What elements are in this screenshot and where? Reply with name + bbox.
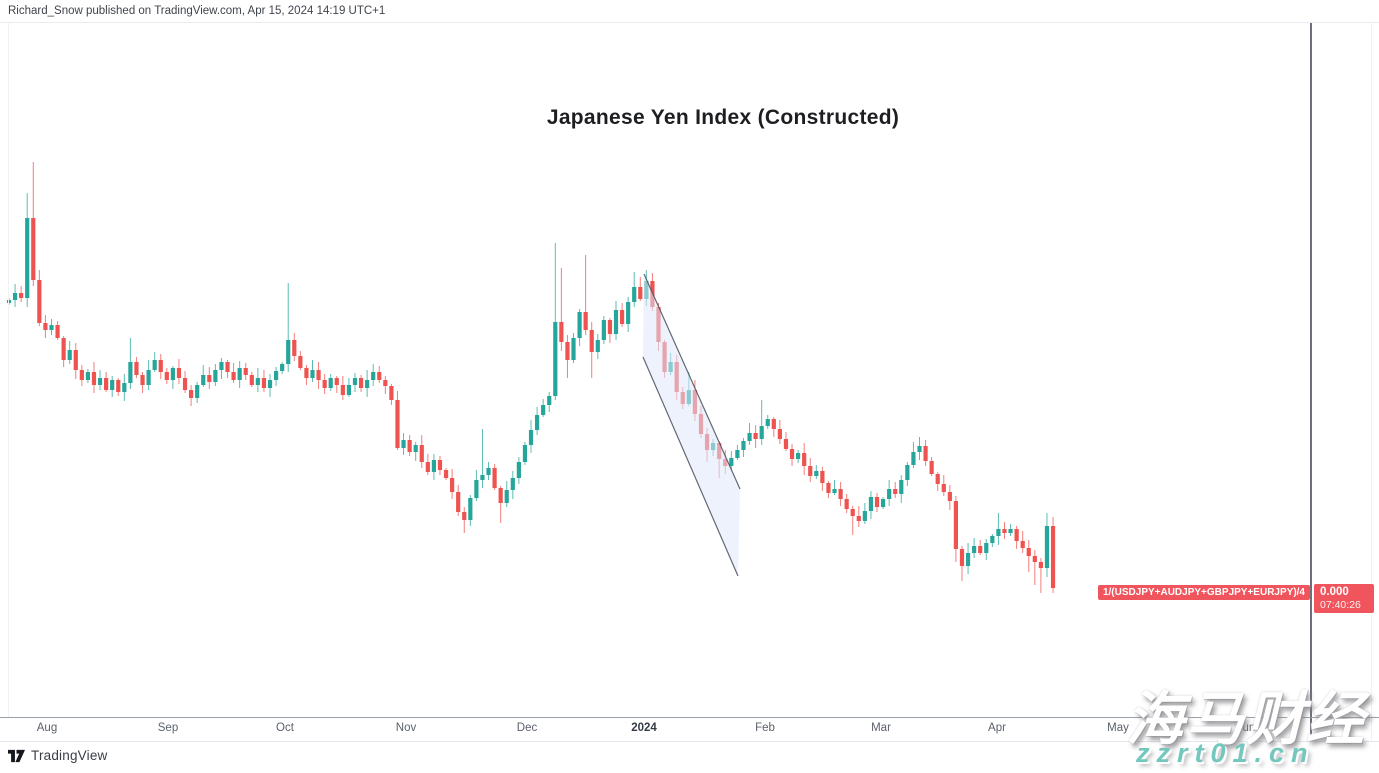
time-axis: Aug Sep Oct Nov Dec 2024 Feb Mar Apr May Jun [0, 722, 1379, 740]
pane-left-edge [8, 23, 9, 717]
x-axis-label: Jun [1236, 722, 1256, 734]
x-axis-label: Nov [395, 722, 417, 734]
chart-title: Japanese Yen Index (Constructed) [546, 106, 900, 129]
x-axis-label: 2024 [631, 722, 657, 734]
header-divider [0, 22, 1379, 23]
x-axis-label: Sep [157, 722, 179, 734]
watermark-cjk: 海马财经 [1126, 687, 1367, 752]
tradingview-attribution[interactable]: TradingView [8, 748, 108, 763]
x-axis-label: May [1107, 722, 1129, 734]
time-axis-bottom-border [0, 741, 1379, 742]
byline: Richard_Snow published on TradingView.co… [8, 5, 386, 17]
bar-countdown: 07:40:26 [1320, 599, 1361, 611]
price-axis-line [1310, 23, 1312, 741]
tradingview-logo-icon [8, 749, 25, 763]
pane-right-edge [1371, 23, 1372, 741]
tradingview-label: TradingView [31, 748, 108, 763]
x-axis-label: Oct [276, 722, 294, 734]
x-axis-label: Aug [36, 722, 58, 734]
series-price-tag: 1/(USDJPY+AUDJPY+GBPJPY+EURJPY)/4 [1097, 585, 1310, 600]
last-price-box: 0.000 07:40:26 [1314, 584, 1374, 613]
x-axis-label: Dec [516, 722, 538, 734]
x-axis-label: Apr [988, 722, 1006, 734]
x-axis-label: Mar [871, 722, 891, 734]
last-price-value: 0.000 [1320, 586, 1349, 598]
time-axis-top-border [0, 717, 1379, 718]
watermark-domain: zzrt01.cn [1136, 738, 1315, 768]
x-axis-label: Feb [755, 722, 775, 734]
